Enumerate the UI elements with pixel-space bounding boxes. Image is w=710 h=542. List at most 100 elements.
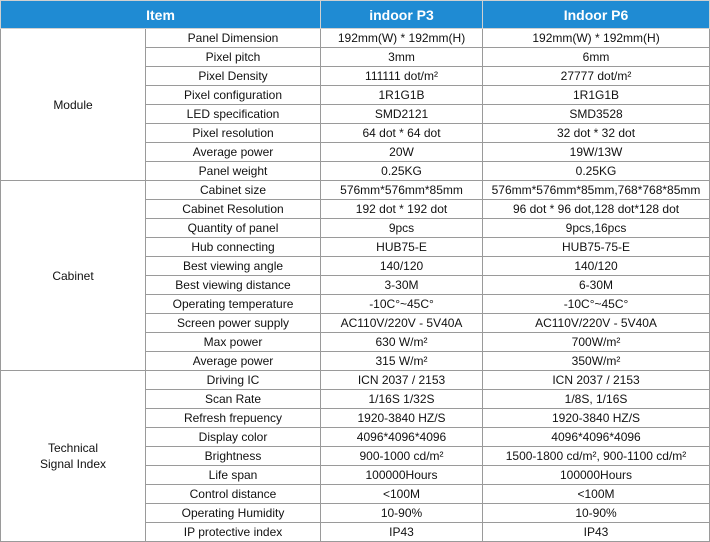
header-cell: Indoor P6 xyxy=(482,0,710,29)
item-cell: Operating Humidity xyxy=(144,503,322,523)
table-row: Technical Signal Index Driving IC ICN 2037… xyxy=(0,370,710,542)
item-cell: Best viewing distance xyxy=(144,275,322,295)
group-label: Module xyxy=(53,97,93,112)
value-cell: <100M xyxy=(482,484,710,504)
item-cell: Scan Rate xyxy=(144,389,322,409)
table-row: Quantity of panel 9pcs 9pcs,16pcs xyxy=(1,218,710,238)
item-cell: Best viewing angle xyxy=(144,256,322,276)
table-row: Pixel resolution 64 dot * 64 dot 32 dot * … xyxy=(1,123,710,143)
value-cell: 3-30M xyxy=(320,275,484,295)
value-cell: 350W/m² xyxy=(482,351,710,371)
item-cell: Life span xyxy=(144,465,322,485)
value-cell: SMD2121 xyxy=(320,104,484,124)
value-cell: 100000Hours xyxy=(320,465,484,485)
value-cell: 3mm xyxy=(320,47,484,67)
value-cell: 0.25KG xyxy=(482,161,710,181)
item-cell: Cabinet Resolution xyxy=(144,199,322,219)
value-cell: 111111 dot/m² xyxy=(320,66,484,86)
value-cell: 576mm*576mm*85mm xyxy=(320,180,484,200)
item-cell: Hub connecting xyxy=(144,237,322,257)
item-cell: Max power xyxy=(144,332,322,352)
table-row: Display color 4096*4096*4096 4096*4096*409… xyxy=(1,427,710,447)
item-cell: Average power xyxy=(144,142,322,162)
group-label: Cabinet xyxy=(52,268,94,283)
value-cell: 192mm(W) * 192mm(H) xyxy=(320,28,484,48)
value-cell: ICN 2037 / 2153 xyxy=(482,370,710,390)
value-cell: IP43 xyxy=(320,522,484,542)
header-row: Item indoor P3 Indoor P6 xyxy=(0,0,710,29)
table-row: Module Panel Dimension 192mm(W) * 192mm(H)… xyxy=(0,28,710,181)
value-cell: 576mm*576mm*85mm,768*768*85mm xyxy=(482,180,710,200)
value-cell: 140/120 xyxy=(482,256,710,276)
value-cell: AC110V/220V - 5V40A xyxy=(320,313,484,333)
item-cell: Cabinet size xyxy=(144,180,322,200)
value-cell: ICN 2037 / 2153 xyxy=(320,370,484,390)
item-cell: Pixel Density xyxy=(144,66,322,86)
group-cell: Technical Signal Index xyxy=(0,370,146,542)
table-row: Pixel Density 111111 dot/m² 27777 dot/m² xyxy=(1,66,710,86)
group-cell: Cabinet xyxy=(0,180,146,371)
table-row: Panel weight 0.25KG 0.25KG xyxy=(1,161,710,181)
table-row: Refresh frepuency 1920-3840 HZ/S 1920-3840… xyxy=(1,408,710,428)
table-row: Best viewing distance 3-30M 6-30M xyxy=(1,275,710,295)
value-cell: 19W/13W xyxy=(482,142,710,162)
value-cell: AC110V/220V - 5V40A xyxy=(482,313,710,333)
value-cell: 10-90% xyxy=(320,503,484,523)
item-cell: Quantity of panel xyxy=(144,218,322,238)
value-cell: 1/8S, 1/16S xyxy=(482,389,710,409)
item-cell: Display color xyxy=(144,427,322,447)
table-row: Cabinet Cabinet size 576mm*576mm*85mm 576mm… xyxy=(0,180,710,371)
value-cell: 32 dot * 32 dot xyxy=(482,123,710,143)
value-cell: 0.25KG xyxy=(320,161,484,181)
item-cell: Panel Dimension xyxy=(144,28,322,48)
table-row: IP protective index IP43 IP43 xyxy=(1,522,710,542)
value-cell: 96 dot * 96 dot,128 dot*128 dot xyxy=(482,199,710,219)
value-cell: -10C°~45C° xyxy=(320,294,484,314)
item-cell: Panel weight xyxy=(144,161,322,181)
value-cell: 1920-3840 HZ/S xyxy=(320,408,484,428)
value-cell: 192mm(W) * 192mm(H) xyxy=(482,28,710,48)
item-cell: Pixel pitch xyxy=(144,47,322,67)
value-cell: IP43 xyxy=(482,522,710,542)
item-cell: LED specification xyxy=(144,104,322,124)
item-cell: Control distance xyxy=(144,484,322,504)
value-cell: 4096*4096*4096 xyxy=(482,427,710,447)
value-cell: 4096*4096*4096 xyxy=(320,427,484,447)
table-header: Item indoor P3 Indoor P6 xyxy=(0,0,710,29)
value-cell: -10C°~45C° xyxy=(482,294,710,314)
item-cell: Screen power supply xyxy=(144,313,322,333)
value-cell: 10-90% xyxy=(482,503,710,523)
table-row: Average power 315 W/m² 350W/m² xyxy=(1,351,710,371)
header-cell: Item xyxy=(0,0,322,29)
value-cell: 64 dot * 64 dot xyxy=(320,123,484,143)
table-row: Average power 20W 19W/13W xyxy=(1,142,710,162)
item-cell: Average power xyxy=(144,351,322,371)
item-cell: Brightness xyxy=(144,446,322,466)
table-row: Operating temperature -10C°~45C° -10C°~45C… xyxy=(1,294,710,314)
table-row: Brightness 900-1000 cd/m² 1500-1800 cd/m²,… xyxy=(1,446,710,466)
value-cell: 700W/m² xyxy=(482,332,710,352)
value-cell: 6mm xyxy=(482,47,710,67)
value-cell: 900-1000 cd/m² xyxy=(320,446,484,466)
table-row: LED specification SMD2121 SMD3528 xyxy=(1,104,710,124)
value-cell: 9pcs,16pcs xyxy=(482,218,710,238)
item-cell: Pixel resolution xyxy=(144,123,322,143)
value-cell: 1R1G1B xyxy=(320,85,484,105)
value-cell: 192 dot * 192 dot xyxy=(320,199,484,219)
group-cell: Module xyxy=(0,28,146,181)
value-cell: SMD3528 xyxy=(482,104,710,124)
item-cell: IP protective index xyxy=(144,522,322,542)
value-cell: 27777 dot/m² xyxy=(482,66,710,86)
header-cell: indoor P3 xyxy=(320,0,484,29)
value-cell: 630 W/m² xyxy=(320,332,484,352)
item-cell: Pixel configuration xyxy=(144,85,322,105)
value-cell: 1500-1800 cd/m², 900-1100 cd/m² xyxy=(482,446,710,466)
value-cell: 315 W/m² xyxy=(320,351,484,371)
value-cell: 20W xyxy=(320,142,484,162)
table-row: Cabinet Resolution 192 dot * 192 dot 96 do… xyxy=(1,199,710,219)
item-cell: Refresh frepuency xyxy=(144,408,322,428)
value-cell: HUB75-75-E xyxy=(482,237,710,257)
item-cell: Driving IC xyxy=(144,370,322,390)
